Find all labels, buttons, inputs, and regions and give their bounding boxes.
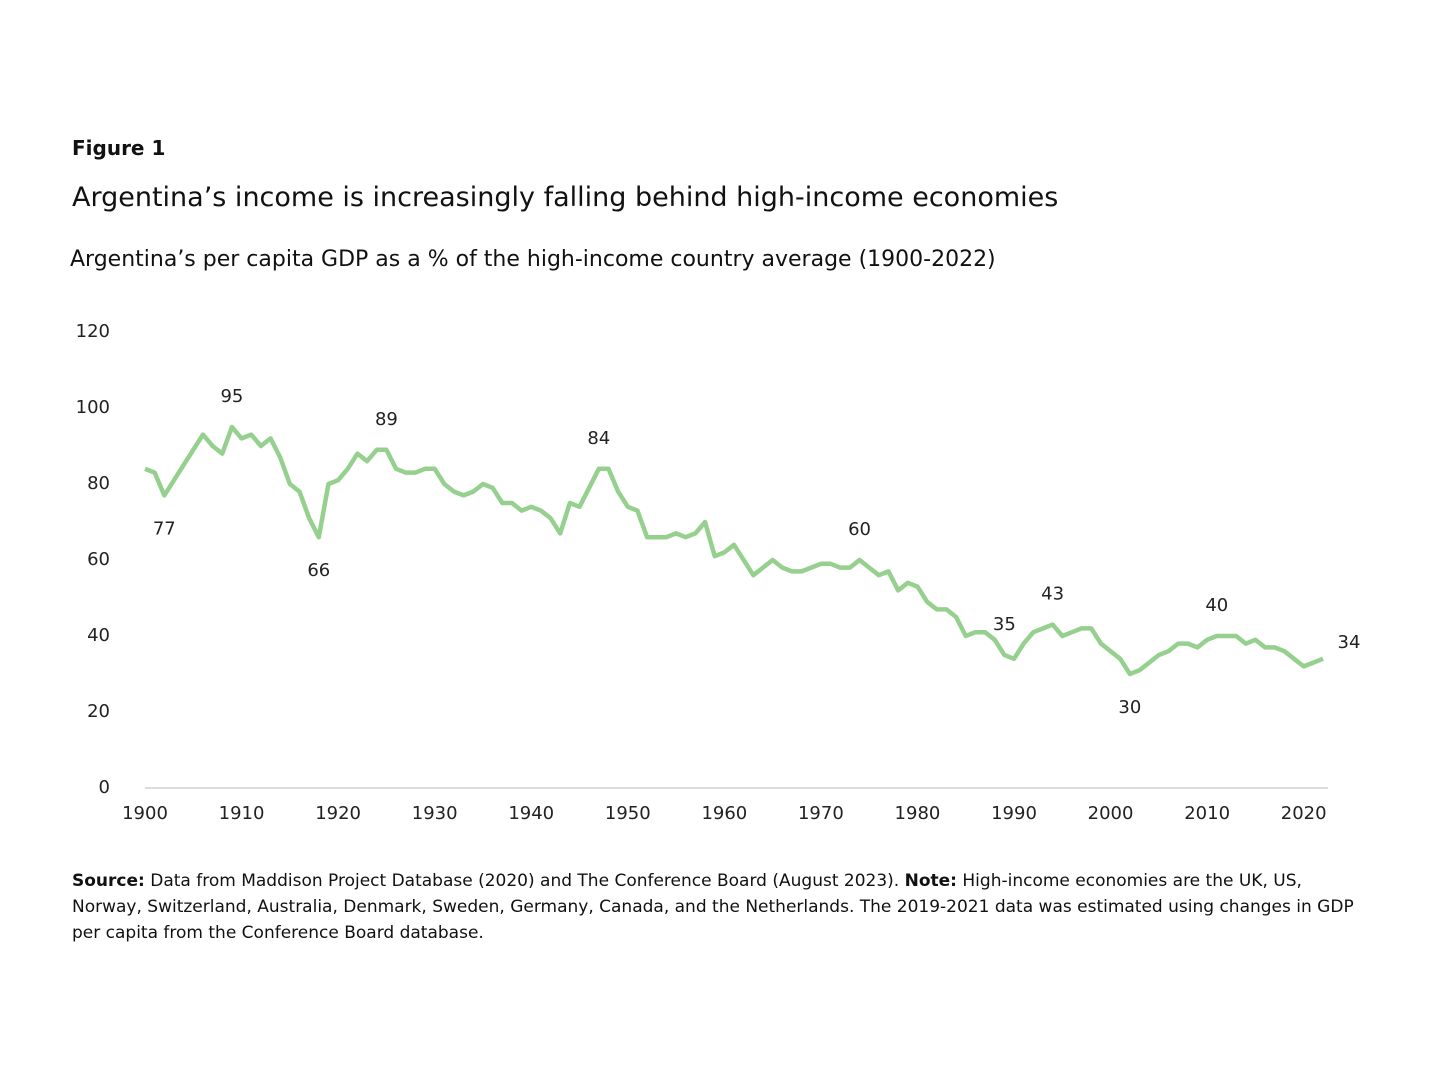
footnote: Source: Data from Maddison Project Datab…: [72, 868, 1372, 946]
source-text: Data from Maddison Project Database (202…: [150, 871, 900, 891]
x-tick-label: 1950: [605, 803, 651, 824]
y-tick-label: 40: [87, 625, 110, 646]
data-label: 40: [1205, 595, 1228, 616]
y-tick-label: 100: [76, 397, 110, 418]
data-label: 35: [993, 614, 1016, 635]
x-tick-label: 1930: [412, 803, 458, 824]
y-tick-label: 60: [87, 549, 110, 570]
x-tick-label: 2020: [1281, 803, 1327, 824]
data-label: 89: [375, 409, 398, 430]
y-tick-label: 20: [87, 701, 110, 722]
data-label: 30: [1118, 697, 1141, 718]
x-tick-label: 1960: [701, 803, 747, 824]
x-tick-label: 2010: [1184, 803, 1230, 824]
x-tick-label: 1970: [798, 803, 844, 824]
data-label: 34: [1338, 632, 1361, 653]
note-label: Note:: [904, 871, 957, 891]
x-tick-label: 1900: [122, 803, 168, 824]
note-text: High-income economies are the UK, US, No…: [72, 871, 1354, 943]
chart-subtitle: Argentina’s per capita GDP as a % of the…: [70, 247, 996, 272]
data-label: 60: [848, 519, 871, 540]
data-label: 43: [1041, 584, 1064, 605]
figure-label: Figure 1: [72, 136, 166, 160]
x-tick-label: 2000: [1088, 803, 1134, 824]
data-line: [144, 424, 1324, 677]
x-tick-label: 1940: [508, 803, 554, 824]
source-label: Source:: [72, 871, 145, 891]
data-label: 66: [307, 560, 330, 581]
chart-title: Argentina’s income is increasingly falli…: [72, 182, 1059, 213]
data-label: 95: [220, 386, 243, 407]
y-tick-label: 80: [87, 473, 110, 494]
data-label: 77: [153, 518, 176, 539]
x-tick-label: 1920: [315, 803, 361, 824]
y-tick-label: 0: [99, 777, 110, 798]
y-tick-label: 120: [76, 321, 110, 342]
x-tick-label: 1980: [895, 803, 941, 824]
x-tick-label: 1990: [991, 803, 1037, 824]
x-tick-label: 1910: [219, 803, 265, 824]
data-label: 84: [587, 428, 610, 449]
